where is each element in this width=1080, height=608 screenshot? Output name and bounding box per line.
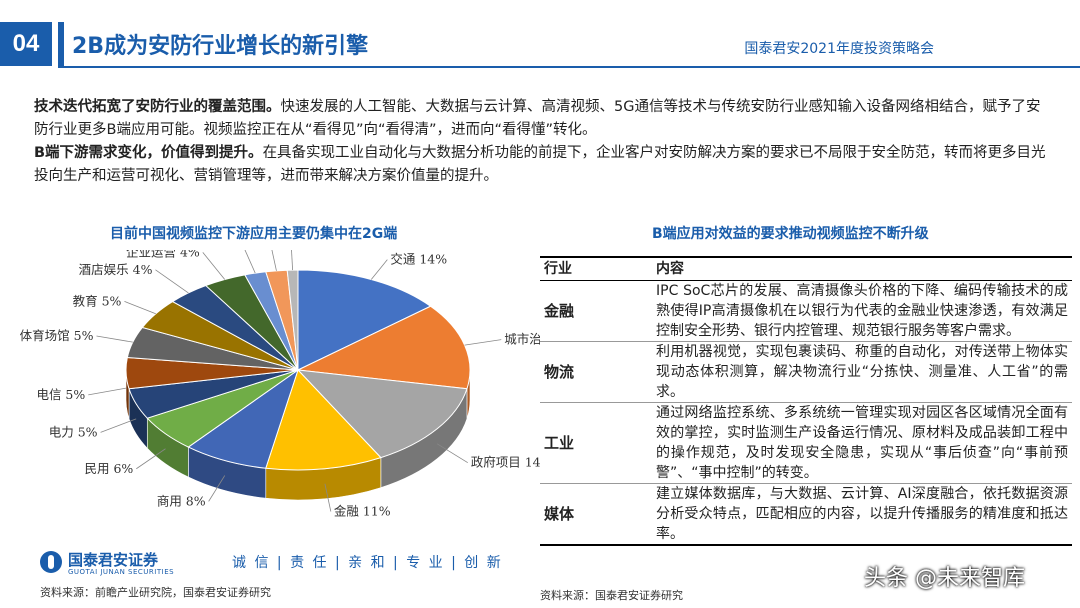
intro-paragraph-1: 技术迭代拓宽了安防行业的覆盖范围。快速发展的人工智能、大数据与云计算、高清视频、… [34,96,1054,142]
pie-leader-line [136,448,166,470]
pie-top [125,269,471,471]
pie-label: 企业运营 4% [126,250,200,259]
intro-text: 技术迭代拓宽了安防行业的覆盖范围。快速发展的人工智能、大数据与云计算、高清视频、… [34,96,1054,188]
title-accent-bar [58,22,64,66]
pie-label: 民用 6% [85,461,134,476]
pie-leader-line [96,335,133,343]
pie-label: 城市治安 14% [504,332,540,347]
pie-labels: 交通 14% 城市治安 14% 政府项目 14% 金融 11% 商用 8% 民用 6% 电力… [20,250,540,518]
pie-slice-4 [265,369,382,471]
table-row: 工业 通过网络监控系统、多系统统一管理实现对园区各区域情况全面有效的掌控，实时监… [540,402,1072,484]
header-industry: 行业 [540,256,652,281]
conference-title: 国泰君安2021年度投资策略会 [744,41,934,57]
table-row: 媒体 建立媒体数据库，与大数据、云计算、AI深度融合，依托数据资源分析受众特点，… [540,483,1072,546]
table-row: 金融 IPC SoC芯片的发展、高清摄像头价格的下降、编码传输技术的成熟使得IP… [540,280,1072,342]
pie-slice-1 [297,269,432,371]
industry-name: 媒体 [540,483,652,546]
pie-leader-line [436,443,468,464]
pie-chart: 交通 14% 城市治安 14% 政府项目 14% 金融 11% 商用 8% 民用 6% 电力… [20,250,540,518]
pie-leader-line [208,475,226,502]
header-divider [58,66,1080,68]
header: 04 2B成为安防行业增长的新引擎 国泰君安2021年度投资策略会 [0,0,1080,70]
pie-label: 交通 14% [390,252,447,267]
intro-paragraph-2: B端下游需求变化，价值得到提升。在具备实现工业自动化与大数据分析功能的前提下，企… [34,142,1054,188]
table-title: B端应用对效益的要求推动视频监控不断升级 [652,226,929,242]
pie-label: 电信 5% [36,387,85,402]
industry-content: 通过网络监控系统、多系统统一管理实现对园区各区域情况全面有效的掌控，实时监测生产… [652,402,1072,484]
pie-slice-2 [296,305,471,390]
logo-icon [40,551,62,573]
industry-content: IPC SoC芯片的发展、高清摄像头价格的下降、编码传输技术的成熟使得IP高清摄… [652,280,1072,342]
pie-label: 教育 5% [73,293,122,308]
logo-name-cn: 国泰君安证券 [68,551,159,569]
pie-leader-line [291,250,293,271]
intro-p2-text: 在具备实现工业自动化与大数据分析功能的前提下，企业客户对安防解决方案的要求已不局… [34,145,1046,184]
pie-leader-line [155,269,189,294]
pie-leader-line [464,339,502,346]
industry-name: 物流 [540,341,652,403]
pie-label: 电力 5% [49,424,98,439]
watermark: 头条 @未来智库 [864,566,1025,591]
intro-p1-bold: 技术迭代拓宽了安防行业的覆盖范围。 [34,99,281,115]
industry-content: 利用机器视觉，实现包裹读码、称重的自动化，对传送带上物体实现动态体积测算，解决物… [652,341,1072,403]
header-content: 内容 [652,256,1072,281]
pie-leaders [88,250,502,512]
pie-leader-line [202,252,226,280]
pie-leader-line [370,259,388,280]
page-title: 2B成为安防行业增长的新引擎 [72,34,369,59]
source-note-right: 资料来源：国泰君安证券研究 [540,589,683,602]
intro-p1-text: 快速发展的人工智能、大数据与云计算、高清视频、5G通信等技术与传统安防行业感知输… [34,99,1041,138]
logo-name-en: GUOTAI JUNAN SECURITIES [68,568,175,576]
pie-leader-line [271,250,277,271]
pie-label: 商用 8% [157,493,206,508]
pie-leader-line [124,301,156,315]
pie-leader-line [244,250,256,274]
industry-name: 金融 [540,280,652,342]
industry-content: 建立媒体数据库，与大数据、云计算、AI深度融合，依托数据资源分析受众特点，匹配相… [652,483,1072,546]
intro-p2-bold: B端下游需求变化，价值得到提升。 [34,145,263,161]
section-number: 04 [0,22,52,66]
pie-label: 体育场馆 5% [20,328,94,343]
pie-label: 金融 11% [334,503,391,518]
source-note-left: 资料来源：前瞻产业研究院，国泰君安证券研究 [40,586,271,599]
pie-leader-line [324,483,332,512]
pie-leader-line [100,418,137,433]
company-slogan: 诚 信 | 责 任 | 亲 和 | 专 业 | 创 新 [232,555,503,571]
pie-chart-title: 目前中国视频监控下游应用主要仍集中在2G端 [110,226,398,242]
pie-slice-3 [296,369,468,459]
pie-label: 政府项目 14% [471,455,540,470]
pie-leader-line [88,387,127,396]
industry-table: 行业 内容 金融 IPC SoC芯片的发展、高清摄像头价格的下降、编码传输技术的… [540,256,1072,546]
pie-label: 酒店娱乐 4% [79,262,153,277]
table-row: 物流 利用机器视觉，实现包裹读码、称重的自动化，对传送带上物体实现动态体积测算，… [540,341,1072,403]
industry-name: 工业 [540,402,652,484]
table-header-row: 行业 内容 [540,256,1072,281]
